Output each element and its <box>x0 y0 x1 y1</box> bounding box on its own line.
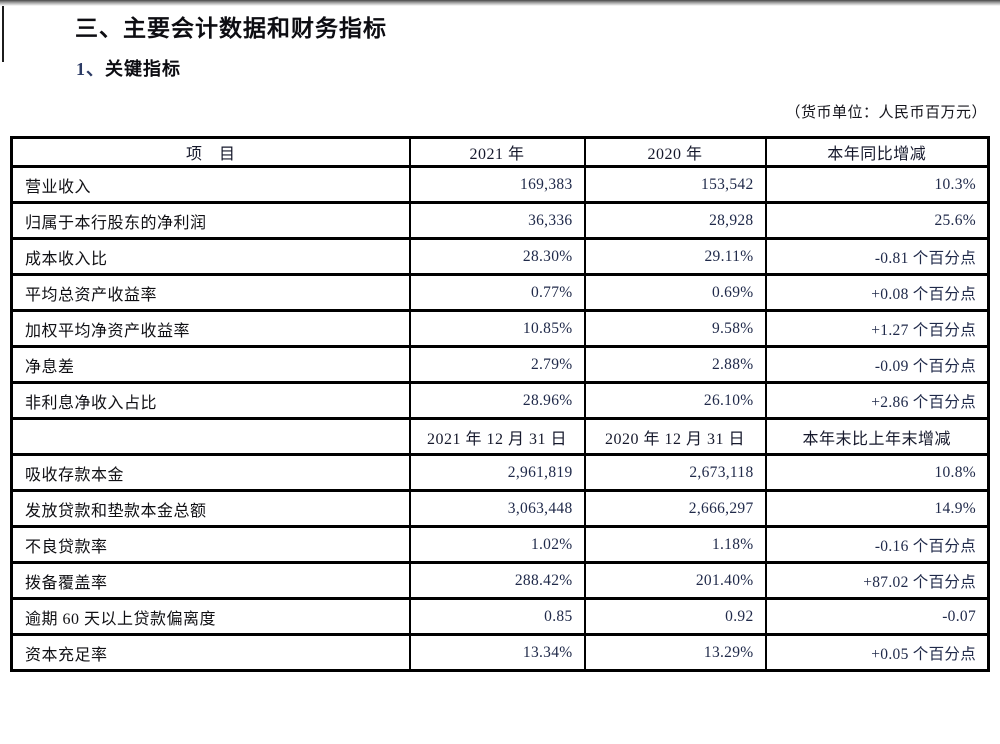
table-row: 发放贷款和垫款本金总额 3,063,448 2,666,297 14.9% <box>10 489 990 528</box>
value-cell: 3,063,448 <box>408 489 586 528</box>
value-cell: 9.58% <box>583 309 767 348</box>
table-row: 营业收入 169,383 153,542 10.3% <box>10 165 990 204</box>
table-row: 吸收存款本金 2,961,819 2,673,118 10.8% <box>10 453 990 492</box>
row-label-cell: 非利息净收入占比 <box>10 381 411 420</box>
row-label-cell: 资本充足率 <box>10 633 411 672</box>
row-label-cell: 净息差 <box>10 345 411 384</box>
value-cell: 153,542 <box>583 165 767 204</box>
value-cell: 26.10% <box>583 381 767 420</box>
col-subheader-2020-eoy: 2020 年 12 月 31 日 <box>583 417 767 456</box>
table-row: 归属于本行股东的净利润 36,336 28,928 25.6% <box>10 201 990 240</box>
page-top-shadow <box>0 0 1000 6</box>
col-header-item: 项 目 <box>10 136 411 168</box>
row-label-cell: 逾期 60 天以上贷款偏离度 <box>10 597 411 636</box>
col-subheader-2021-eoy: 2021 年 12 月 31 日 <box>408 417 586 456</box>
value-cell: -0.16 个百分点 <box>764 525 990 564</box>
value-cell: 169,383 <box>408 165 586 204</box>
value-cell: +0.08 个百分点 <box>764 273 990 312</box>
row-label-cell: 成本收入比 <box>10 237 411 276</box>
value-cell: 1.02% <box>408 525 586 564</box>
value-cell: 13.34% <box>408 633 586 672</box>
row-label-cell: 营业收入 <box>10 165 411 204</box>
value-cell: 0.92 <box>583 597 767 636</box>
subsection-label: 关键指标 <box>105 59 181 79</box>
page-edge-artifact <box>2 6 4 62</box>
col-header-2020: 2020 年 <box>583 136 767 168</box>
col-header-2021: 2021 年 <box>408 136 586 168</box>
row-label-cell: 发放贷款和垫款本金总额 <box>10 489 411 528</box>
table-row: 净息差 2.79% 2.88% -0.09 个百分点 <box>10 345 990 384</box>
col-subheader-eoy-change: 本年末比上年末增减 <box>764 417 990 456</box>
row-label-cell: 加权平均净资产收益率 <box>10 309 411 348</box>
value-cell: 28,928 <box>583 201 767 240</box>
subsection-number: 1、 <box>76 59 105 79</box>
value-cell: 10.8% <box>764 453 990 492</box>
value-cell: -0.07 <box>764 597 990 636</box>
table-row: 资本充足率 13.34% 13.29% +0.05 个百分点 <box>10 633 990 672</box>
table-header-row: 项 目 2021 年 2020 年 本年同比增减 <box>10 136 990 168</box>
table-row: 不良贷款率 1.02% 1.18% -0.16 个百分点 <box>10 525 990 564</box>
value-cell: 10.3% <box>764 165 990 204</box>
value-cell: +2.86 个百分点 <box>764 381 990 420</box>
table-row: 平均总资产收益率 0.77% 0.69% +0.08 个百分点 <box>10 273 990 312</box>
value-cell: 28.96% <box>408 381 586 420</box>
value-cell: -0.09 个百分点 <box>764 345 990 384</box>
value-cell: +1.27 个百分点 <box>764 309 990 348</box>
col-subheader-empty <box>10 417 411 456</box>
value-cell: 2.79% <box>408 345 586 384</box>
value-cell: 2,961,819 <box>408 453 586 492</box>
section-title: 三、主要会计数据和财务指标 <box>75 16 387 41</box>
value-cell: -0.81 个百分点 <box>764 237 990 276</box>
value-cell: 14.9% <box>764 489 990 528</box>
value-cell: 2,673,118 <box>583 453 767 492</box>
currency-unit-note: （货币单位：人民币百万元） <box>785 105 987 121</box>
table-row: 拨备覆盖率 288.42% 201.40% +87.02 个百分点 <box>10 561 990 600</box>
table-row: 逾期 60 天以上贷款偏离度 0.85 0.92 -0.07 <box>10 597 990 636</box>
value-cell: 28.30% <box>408 237 586 276</box>
table-row: 非利息净收入占比 28.96% 26.10% +2.86 个百分点 <box>10 381 990 420</box>
row-label-cell: 吸收存款本金 <box>10 453 411 492</box>
value-cell: 2,666,297 <box>583 489 767 528</box>
value-cell: 29.11% <box>583 237 767 276</box>
table-row: 加权平均净资产收益率 10.85% 9.58% +1.27 个百分点 <box>10 309 990 348</box>
key-indicators-table: 项 目 2021 年 2020 年 本年同比增减 营业收入 169,383 15… <box>10 136 990 672</box>
value-cell: 2.88% <box>583 345 767 384</box>
row-label-cell: 拨备覆盖率 <box>10 561 411 600</box>
col-header-yoy-change: 本年同比增减 <box>764 136 990 168</box>
row-label-cell: 归属于本行股东的净利润 <box>10 201 411 240</box>
subsection-title: 1、关键指标 <box>76 55 676 81</box>
table-subheader-row: 2021 年 12 月 31 日 2020 年 12 月 31 日 本年末比上年… <box>10 417 990 456</box>
value-cell: 1.18% <box>583 525 767 564</box>
value-cell: 0.69% <box>583 273 767 312</box>
value-cell: +0.05 个百分点 <box>764 633 990 672</box>
table-row: 成本收入比 28.30% 29.11% -0.81 个百分点 <box>10 237 990 276</box>
value-cell: +87.02 个百分点 <box>764 561 990 600</box>
value-cell: 36,336 <box>408 201 586 240</box>
value-cell: 201.40% <box>583 561 767 600</box>
row-label-cell: 平均总资产收益率 <box>10 273 411 312</box>
value-cell: 0.85 <box>408 597 586 636</box>
value-cell: 25.6% <box>764 201 990 240</box>
value-cell: 288.42% <box>408 561 586 600</box>
value-cell: 13.29% <box>583 633 767 672</box>
value-cell: 10.85% <box>408 309 586 348</box>
value-cell: 0.77% <box>408 273 586 312</box>
row-label-cell: 不良贷款率 <box>10 525 411 564</box>
